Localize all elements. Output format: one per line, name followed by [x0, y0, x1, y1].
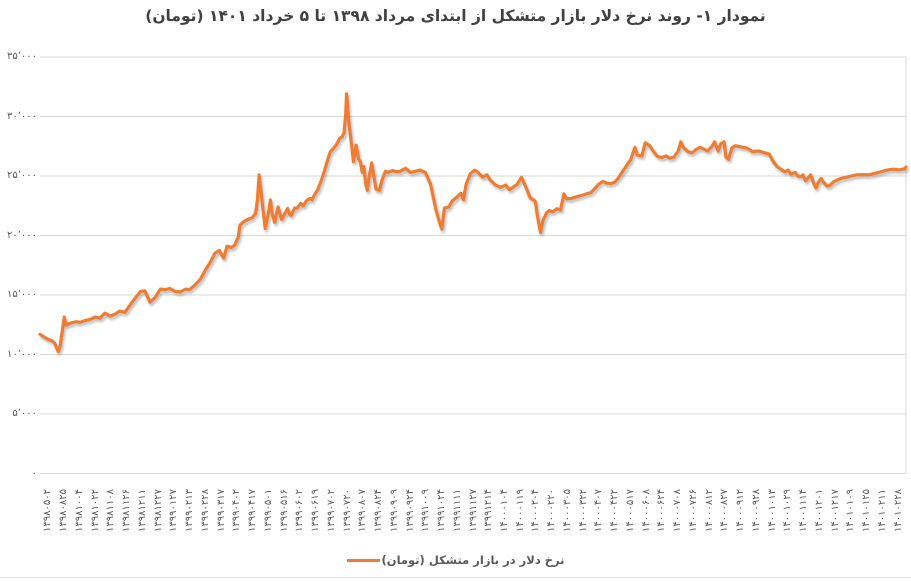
x-axis-label: ۱۳۹۹۰۵۰۱: [262, 489, 274, 532]
x-axis-label: ۱۳۹۹۱۰۲۴: [436, 489, 447, 532]
x-axis-label: ۱۳۹۹۱۰۰۹: [420, 489, 432, 532]
x-axis-label: ۱۳۹۸۱۰۲۲: [89, 489, 101, 532]
x-axis-label: ۱۴۰۱۰۱۲۵: [861, 489, 873, 532]
x-axis-label: ۱۴۰۰۱۲۰۱: [813, 489, 825, 532]
x-axis-label: ۱۳۹۹۰۷۰۲: [325, 489, 337, 532]
y-axis-label: ۲۰٬۰۰۰: [6, 229, 37, 241]
x-axis-label: ۱۴۰۰۰۹۱۲: [735, 489, 747, 532]
x-axis-label: ۱۳۹۹۰۵۱۶: [278, 489, 290, 532]
x-axis-label: ۱۳۹۹۰۴۰۲: [231, 489, 243, 532]
x-axis-label: ۱۳۹۸۰۵۰۲: [42, 489, 54, 532]
x-axis-label: ۱۴۰۰۰۳۰۵: [561, 489, 573, 532]
data-line: [38, 92, 908, 354]
x-axis-label: ۱۴۰۰۰۴۰۷: [593, 489, 605, 532]
x-axis-label: ۱۳۹۸۱۱۲۶: [121, 489, 133, 532]
bottom-divider: [0, 577, 911, 578]
x-axis-label: ۱۳۹۹۰۸۲۴: [373, 489, 385, 532]
x-axis-label: ۱۴۰۱۰۲۲۸: [892, 489, 904, 532]
x-axis-label: ۱۳۹۹۰۹۲۴: [404, 489, 416, 532]
x-axis-label: ۱۴۰۰۰۱۱۹: [514, 489, 526, 532]
x-axis-label: ۱۳۹۹۰۱۲۷: [168, 489, 180, 532]
x-axis-label: ۱۴۰۰۰۳۲۲: [577, 489, 589, 532]
x-axis-label: ۱۳۹۹۰۲۱۳: [184, 489, 196, 532]
x-axis-label: ۱۳۹۸۰۸۲۵: [58, 489, 70, 532]
x-axis-label: ۱۴۰۱۰۱۰۹: [845, 489, 857, 532]
x-axis-label: ۱۳۹۸۱۱۰۸: [105, 489, 117, 532]
x-axis-label: ۱۳۹۹۱۲۱۴: [483, 489, 495, 532]
chart-title: نمودار ۱- روند نرخ دلار بازار متشکل از ا…: [145, 7, 766, 25]
x-axis-label: ۱۳۹۹۰۶۱۹: [310, 489, 322, 532]
x-axis-label: ۱۴۰۰۰۱۰۴: [498, 489, 510, 532]
x-axis-label: ۱۴۰۰۰۸۱۲: [703, 489, 715, 532]
x-axis-label: ۱۳۹۹۰۷۲۰: [341, 489, 353, 532]
legend-line-swatch: [346, 558, 380, 562]
x-axis-label: ۱۴۰۰۰۲۰۴: [530, 489, 542, 532]
x-axis-label: ۱۳۹۸۱۲۱۱: [136, 489, 148, 532]
x-axis-label: ۱۳۹۸۱۰۰۴: [73, 489, 85, 532]
x-axis-label: ۱۳۹۹۰۳۱۷: [215, 489, 227, 532]
x-axis-label: ۱۳۹۹۰۸۰۷: [357, 489, 369, 532]
x-axis-label: ۱۴۰۰۱۲۱۷: [829, 489, 841, 532]
x-axis-label: ۱۴۰۰۰۲۲۰: [546, 489, 558, 532]
x-axis-label: ۱۴۰۰۱۰۲۹: [782, 489, 794, 532]
x-axis-label: ۱۳۹۹۰۴۱۷: [247, 489, 259, 532]
x-axis-label: ۱۴۰۰۰۷۲۶: [687, 489, 699, 532]
y-axis-label: ۲۵٬۰۰۰: [6, 170, 37, 181]
x-axis-label: ۱۴۰۰۱۱۱۴: [798, 489, 810, 532]
x-axis-label: ۱۴۰۰۰۴۲۲: [609, 489, 621, 532]
x-axis-label: ۱۴۰۰۰۶۰۸: [640, 489, 652, 532]
x-axis-label: ۱۴۰۰۰۶۲۴: [656, 489, 668, 532]
x-axis-label: ۱۴۰۱۰۲۱۱: [876, 489, 888, 532]
legend: نرخ دلار در بازار متشکل (تومان): [0, 553, 911, 567]
legend-label: نرخ دلار در بازار متشکل (تومان): [381, 553, 565, 567]
y-axis-label: ۳۵٬۰۰۰: [6, 51, 37, 62]
x-axis-label: ۱۳۹۸۱۲۲۷: [152, 489, 164, 532]
x-axis-label: ۱۴۰۰۱۰۱۳: [766, 489, 778, 532]
x-axis-label: ۱۳۹۹۰۲۲۸: [199, 489, 211, 532]
y-axis-label: ۱۰٬۰۰۰: [6, 348, 37, 360]
x-axis-label: ۱۳۹۹۱۱۲۷: [467, 489, 479, 532]
x-axis-label: ۱۳۹۹۱۱۱۱: [451, 489, 463, 532]
y-axis-label: ۱۵٬۰۰۰: [6, 289, 37, 300]
x-axis-label: ۱۴۰۰۰۷۰۸: [672, 489, 684, 532]
x-axis-label: ۱۳۹۹۰۶۰۲: [294, 489, 306, 532]
x-axis-label: ۱۴۰۰۰۸۲۷: [719, 489, 731, 532]
x-axis-label: ۱۳۹۹۰۹۰۹: [388, 489, 400, 532]
x-axis-label: ۱۴۰۰۰۹۲۸: [750, 489, 762, 532]
x-axis-label: ۱۴۰۰۰۵۱۷: [624, 489, 636, 532]
y-axis-label: ۰: [31, 467, 37, 479]
y-axis-label: ۳۰٬۰۰۰: [6, 110, 37, 122]
y-axis-label: ۵٬۰۰۰: [12, 408, 37, 419]
